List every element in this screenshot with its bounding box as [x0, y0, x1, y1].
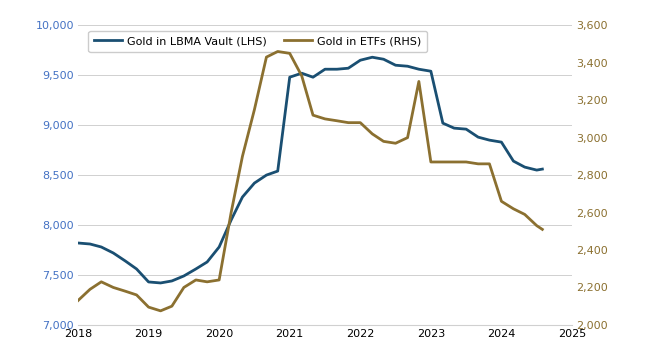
Gold in ETFs (RHS) [145, 305, 153, 309]
Gold in LBMA Vault (LHS) [122, 259, 129, 263]
Gold in ETFs (RHS) [215, 278, 223, 282]
Gold in LBMA Vault (LHS) [109, 251, 117, 255]
Gold in ETFs (RHS) [521, 212, 528, 217]
Gold in ETFs (RHS) [450, 160, 458, 164]
Gold in ETFs (RHS) [239, 154, 246, 158]
Gold in ETFs (RHS) [333, 119, 341, 123]
Gold in LBMA Vault (LHS) [239, 195, 246, 199]
Gold in LBMA Vault (LHS) [157, 281, 164, 285]
Gold in ETFs (RHS) [415, 79, 422, 84]
Gold in LBMA Vault (LHS) [356, 58, 364, 62]
Gold in ETFs (RHS) [286, 51, 294, 56]
Gold in LBMA Vault (LHS) [168, 279, 176, 283]
Gold in ETFs (RHS) [168, 304, 176, 308]
Gold in LBMA Vault (LHS) [521, 165, 528, 169]
Gold in ETFs (RHS) [356, 121, 364, 125]
Gold in LBMA Vault (LHS) [298, 71, 305, 75]
Gold in ETFs (RHS) [533, 223, 541, 228]
Gold in LBMA Vault (LHS) [215, 245, 223, 249]
Gold in LBMA Vault (LHS) [439, 121, 447, 125]
Gold in LBMA Vault (LHS) [98, 245, 105, 249]
Gold in LBMA Vault (LHS) [321, 67, 329, 71]
Gold in LBMA Vault (LHS) [404, 64, 411, 68]
Gold in ETFs (RHS) [227, 210, 235, 215]
Gold in LBMA Vault (LHS) [497, 140, 505, 144]
Gold in LBMA Vault (LHS) [450, 126, 458, 130]
Gold in ETFs (RHS) [392, 141, 400, 145]
Gold in ETFs (RHS) [474, 162, 482, 166]
Gold in ETFs (RHS) [510, 206, 517, 211]
Gold in ETFs (RHS) [274, 49, 281, 54]
Gold in ETFs (RHS) [122, 289, 129, 293]
Gold in LBMA Vault (LHS) [427, 69, 435, 73]
Gold in LBMA Vault (LHS) [533, 168, 541, 172]
Gold in ETFs (RHS) [369, 132, 376, 136]
Gold in ETFs (RHS) [380, 139, 387, 144]
Gold in ETFs (RHS) [427, 160, 435, 164]
Gold in ETFs (RHS) [486, 162, 493, 166]
Gold in LBMA Vault (LHS) [380, 57, 387, 61]
Line: Gold in ETFs (RHS): Gold in ETFs (RHS) [78, 52, 542, 311]
Gold in LBMA Vault (LHS) [145, 280, 153, 284]
Gold in ETFs (RHS) [497, 199, 505, 204]
Gold in LBMA Vault (LHS) [286, 75, 294, 79]
Gold in LBMA Vault (LHS) [263, 173, 270, 177]
Gold in ETFs (RHS) [298, 74, 305, 78]
Gold in LBMA Vault (LHS) [369, 55, 376, 60]
Gold in LBMA Vault (LHS) [415, 67, 422, 71]
Gold in LBMA Vault (LHS) [133, 267, 140, 271]
Gold in ETFs (RHS) [133, 293, 140, 297]
Gold in LBMA Vault (LHS) [274, 169, 281, 173]
Gold in ETFs (RHS) [192, 278, 200, 282]
Gold in ETFs (RHS) [74, 299, 82, 303]
Gold in ETFs (RHS) [263, 55, 270, 59]
Gold in LBMA Vault (LHS) [250, 181, 258, 185]
Gold in ETFs (RHS) [203, 280, 211, 284]
Line: Gold in LBMA Vault (LHS): Gold in LBMA Vault (LHS) [78, 57, 542, 283]
Gold in ETFs (RHS) [157, 309, 164, 313]
Gold in LBMA Vault (LHS) [344, 66, 352, 70]
Gold in ETFs (RHS) [321, 117, 329, 121]
Gold in LBMA Vault (LHS) [86, 242, 94, 246]
Gold in LBMA Vault (LHS) [333, 67, 341, 71]
Gold in ETFs (RHS) [462, 160, 470, 164]
Gold in ETFs (RHS) [109, 285, 117, 290]
Gold in ETFs (RHS) [309, 113, 317, 117]
Gold in LBMA Vault (LHS) [203, 260, 211, 264]
Gold in LBMA Vault (LHS) [180, 274, 188, 278]
Gold in LBMA Vault (LHS) [227, 218, 235, 222]
Gold in LBMA Vault (LHS) [392, 63, 400, 68]
Gold in ETFs (RHS) [439, 160, 447, 164]
Gold in ETFs (RHS) [404, 135, 411, 140]
Gold in LBMA Vault (LHS) [474, 135, 482, 139]
Gold in ETFs (RHS) [250, 107, 258, 112]
Gold in ETFs (RHS) [180, 285, 188, 290]
Gold in LBMA Vault (LHS) [74, 241, 82, 245]
Gold in LBMA Vault (LHS) [510, 159, 517, 163]
Gold in LBMA Vault (LHS) [192, 267, 200, 271]
Gold in LBMA Vault (LHS) [462, 127, 470, 131]
Gold in LBMA Vault (LHS) [538, 167, 546, 171]
Gold in ETFs (RHS) [98, 280, 105, 284]
Legend: Gold in LBMA Vault (LHS), Gold in ETFs (RHS): Gold in LBMA Vault (LHS), Gold in ETFs (… [88, 31, 427, 52]
Gold in ETFs (RHS) [538, 227, 546, 231]
Gold in ETFs (RHS) [344, 121, 352, 125]
Gold in LBMA Vault (LHS) [486, 138, 493, 142]
Gold in ETFs (RHS) [86, 287, 94, 291]
Gold in LBMA Vault (LHS) [309, 75, 317, 79]
